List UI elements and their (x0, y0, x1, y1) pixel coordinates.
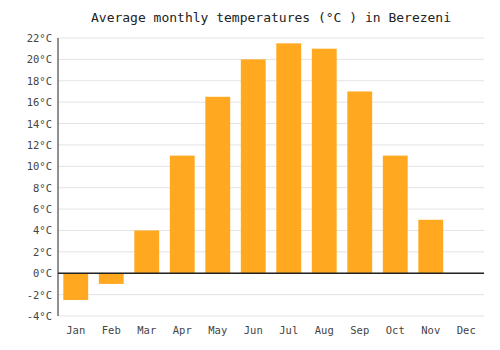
x-tick-label: Jun (244, 324, 263, 336)
x-tick-label: Aug (315, 324, 334, 336)
x-tick-label: Sep (350, 324, 369, 336)
bar (134, 230, 159, 273)
grid-line (58, 38, 484, 39)
grid-line (58, 123, 484, 124)
bar (241, 59, 266, 273)
y-tick-label: 16°C (27, 96, 52, 108)
grid-line (58, 144, 484, 145)
grid-line (58, 294, 484, 295)
bar (63, 273, 88, 300)
x-tick-label: Jan (66, 324, 85, 336)
bar (418, 220, 443, 273)
grid-line (58, 187, 484, 188)
grid-line (58, 166, 484, 167)
chart: Average monthly temperatures (°C ) in Be… (0, 0, 500, 350)
y-tick-label: 12°C (27, 139, 52, 151)
bar (170, 156, 195, 274)
grid-line (58, 102, 484, 103)
y-axis: -4°C -2°C 0°C 2°C 4°C 6°C 8°C 10°C 12°C 14°C 16°C 1… (27, 32, 52, 322)
x-tick-label: May (208, 324, 227, 336)
y-axis-line (58, 38, 59, 316)
y-tick-label: 0°C (33, 267, 52, 279)
bars (63, 43, 443, 300)
x-tick-label: Mar (137, 324, 156, 336)
y-tick-label: 8°C (33, 182, 52, 194)
bar (312, 49, 337, 274)
grid-line (58, 273, 484, 274)
grid (58, 38, 484, 316)
x-tick-label: Jul (279, 324, 298, 336)
y-tick-label: -2°C (27, 289, 52, 301)
x-tick-label: Feb (102, 324, 121, 336)
zero-line (58, 272, 484, 274)
y-tick-label: 6°C (33, 203, 52, 215)
x-tick-label: Dec (457, 324, 476, 336)
y-tick-label: 20°C (27, 53, 52, 65)
y-tick-label: 22°C (27, 32, 52, 44)
grid-line (58, 209, 484, 210)
grid-line (58, 316, 484, 317)
y-tick-label: 10°C (27, 160, 52, 172)
x-tick-label: Apr (173, 324, 192, 336)
bar (276, 43, 301, 273)
bar (347, 91, 372, 273)
y-tick-label: 14°C (27, 118, 52, 130)
bar (383, 156, 408, 274)
grid-line (58, 80, 484, 81)
bar (205, 97, 230, 273)
title: Average monthly temperatures (°C ) in Be… (91, 10, 451, 25)
x-tick-label: Oct (386, 324, 405, 336)
y-tick-label: 2°C (33, 246, 52, 258)
x-axis: Jan Feb Mar Apr May Jun Jul Aug Sep Oct Nov Dec (66, 324, 475, 336)
bar (99, 273, 124, 284)
y-tick-label: -4°C (27, 310, 52, 322)
x-tick-label: Nov (421, 324, 440, 336)
y-tick-label: 4°C (33, 224, 52, 236)
grid-line (58, 59, 484, 60)
y-tick-label: 18°C (27, 75, 52, 87)
